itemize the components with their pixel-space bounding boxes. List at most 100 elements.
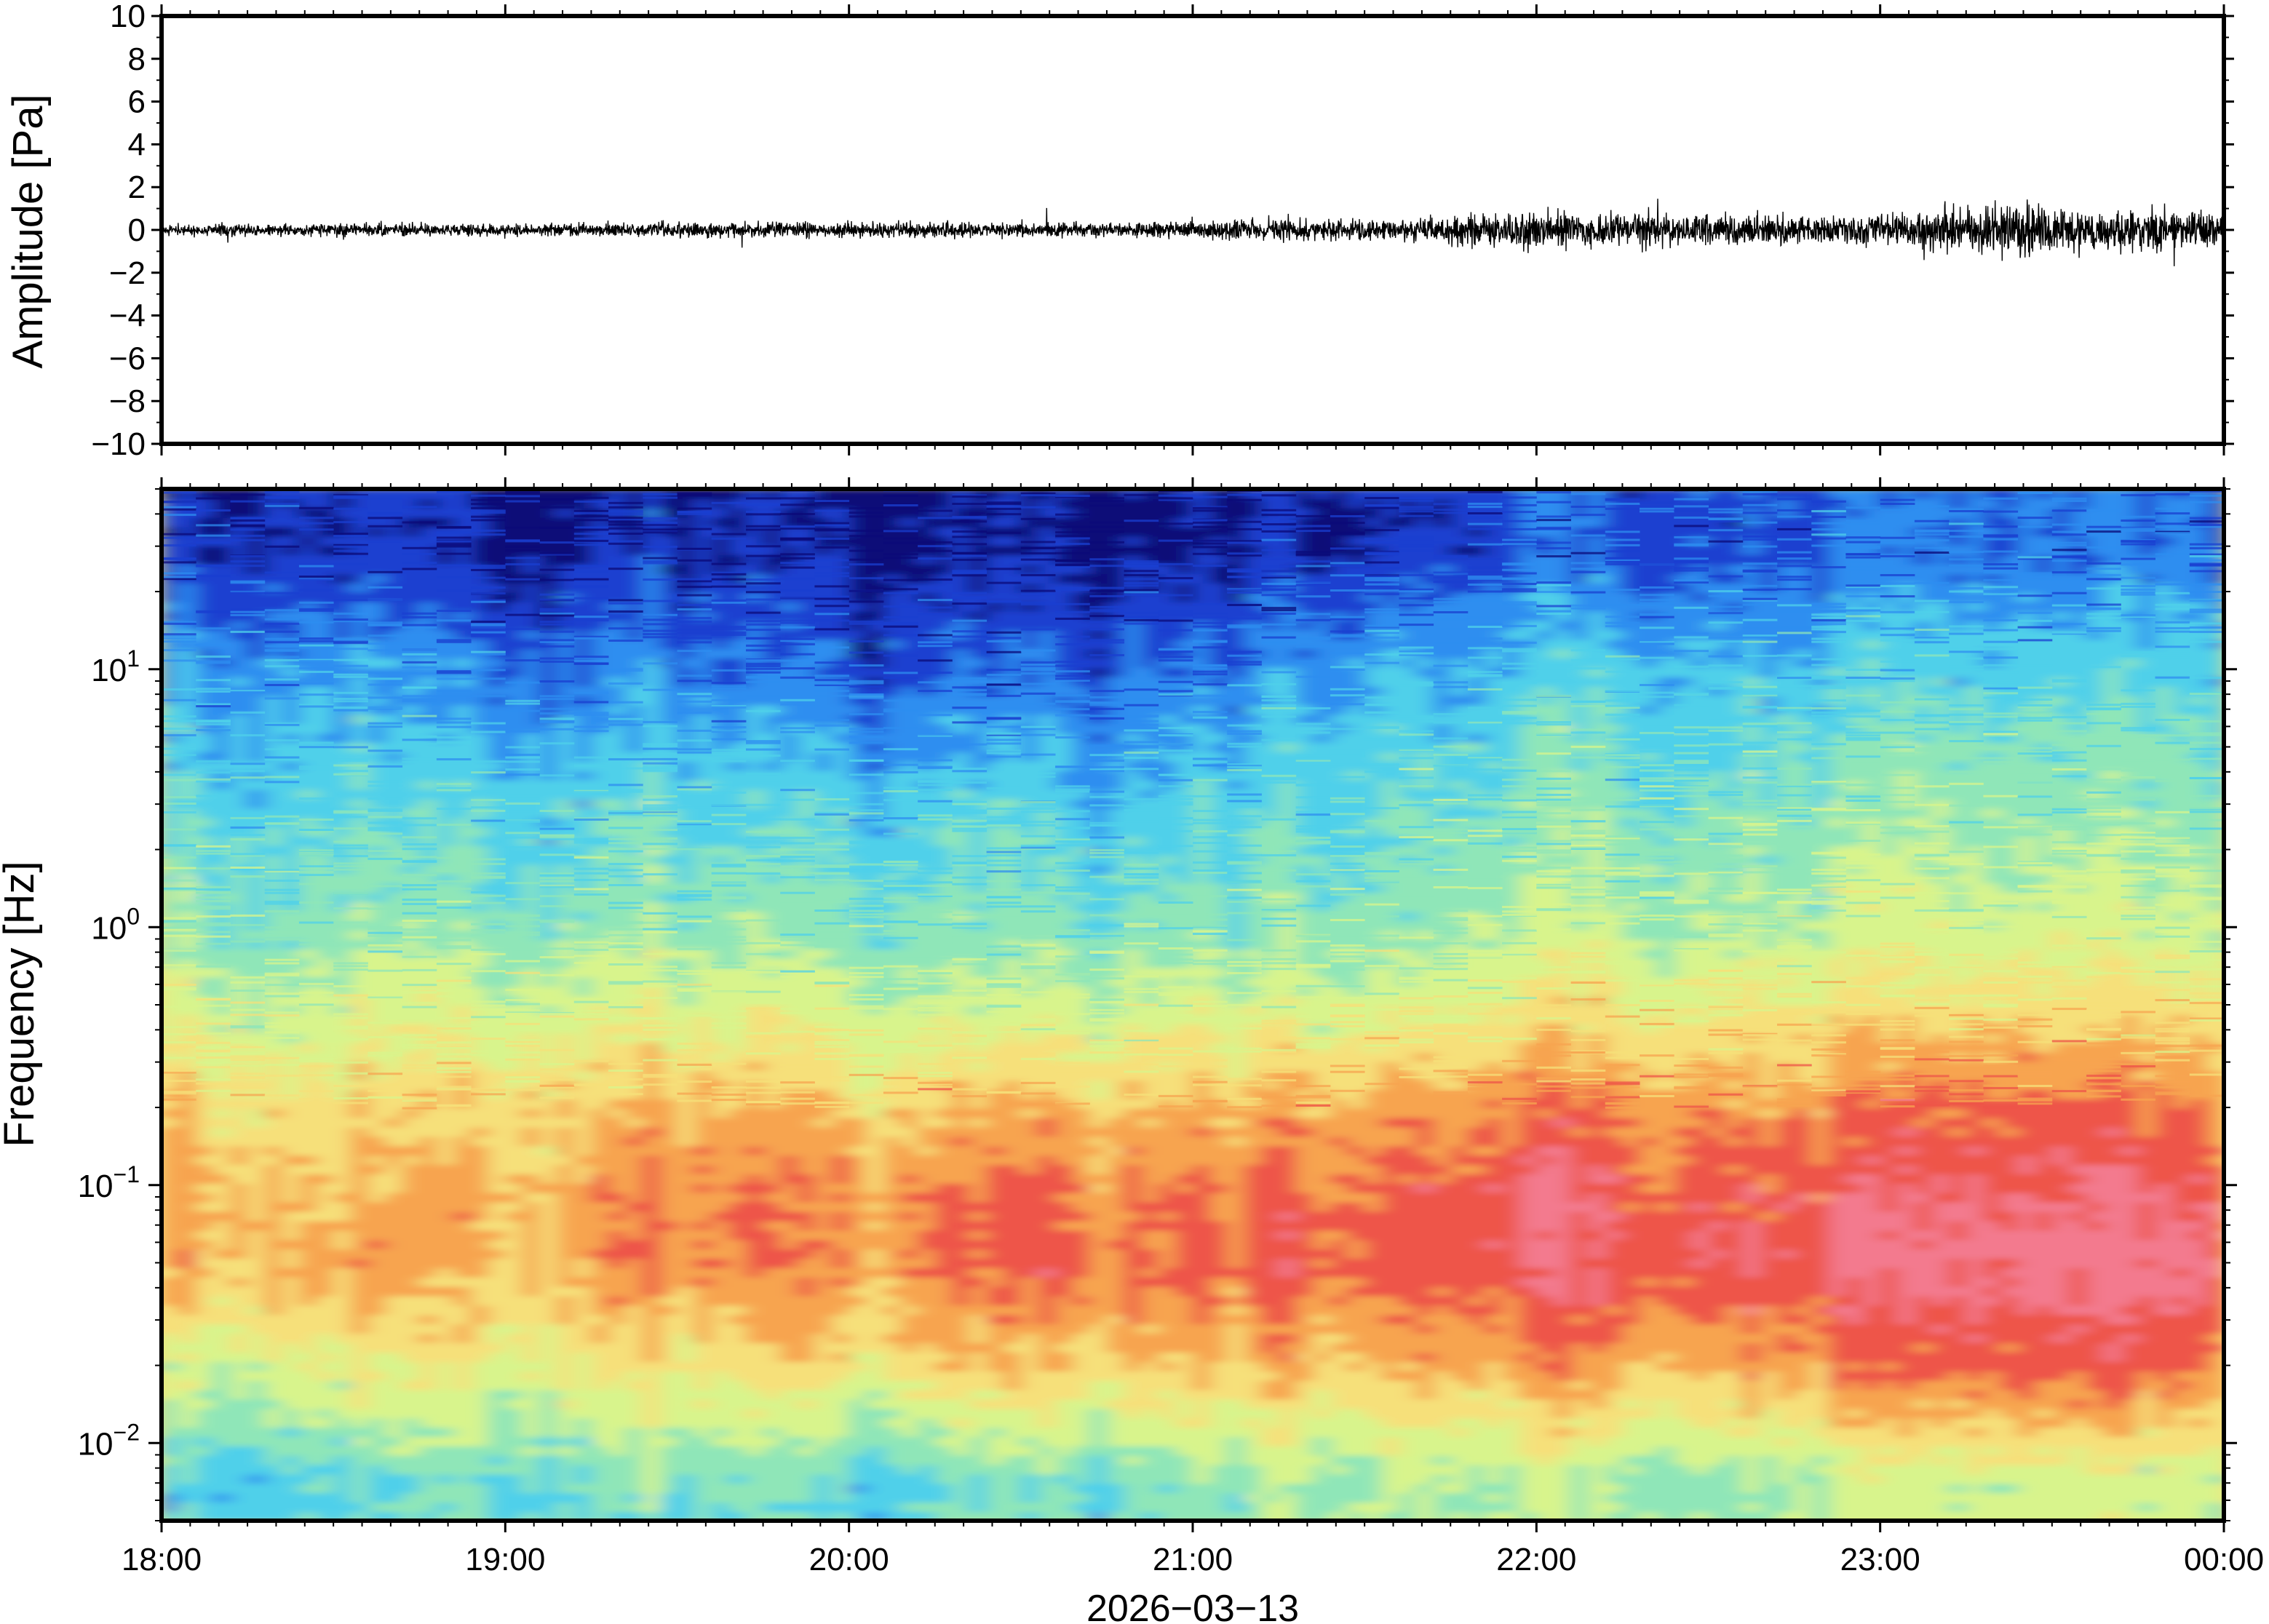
spectrogram-cell	[711, 1454, 730, 1465]
spectrogram-cell	[625, 1267, 644, 1278]
spectrogram-cell	[557, 1126, 575, 1137]
spectrogram-cell	[849, 1295, 867, 1306]
spectrogram-cell	[298, 517, 317, 528]
spectrogram-cell	[505, 1117, 523, 1128]
spectrogram-cell	[797, 1145, 816, 1156]
spectrogram-cell	[557, 1464, 575, 1475]
spectrogram-cell	[230, 507, 249, 518]
spectrogram-cell	[711, 1107, 730, 1118]
spectrogram-cell	[488, 976, 506, 987]
spectrogram-cell	[282, 1352, 300, 1362]
spectrogram-cell	[814, 1389, 833, 1400]
spectrogram-cell	[643, 1174, 661, 1184]
spectrogram-cell	[763, 770, 782, 781]
spectrogram-cell	[162, 827, 180, 837]
spectrogram-cell	[230, 676, 249, 687]
spectrogram-cell	[333, 714, 351, 725]
spectrogram-cell	[728, 1276, 747, 1287]
spectrogram-cell	[230, 798, 249, 809]
spectrogram-cell	[162, 1192, 180, 1203]
spectrogram-cell	[230, 1445, 249, 1456]
spectrogram-cell	[196, 1454, 214, 1465]
spectrogram-cell	[900, 1389, 919, 1400]
spectrogram-cell	[212, 948, 231, 959]
spectrogram-cell	[591, 1201, 609, 1212]
spectrogram-cell	[419, 1182, 437, 1193]
spectrogram-cell	[591, 770, 609, 781]
spectrogram-cell	[883, 901, 902, 912]
spectrogram-cell	[453, 554, 472, 565]
spectrogram-cell	[763, 498, 782, 509]
spectrogram-cell	[298, 554, 317, 565]
spectrogram-cell	[196, 1155, 214, 1166]
spectrogram-cell	[866, 1276, 884, 1287]
spectrogram-cell	[849, 976, 867, 987]
spectrogram-cell	[196, 536, 214, 546]
spectrogram-cell	[162, 1014, 180, 1024]
spectrogram-cell	[367, 1380, 386, 1390]
spectrogram-cell	[505, 1445, 523, 1456]
spectrogram-cell	[591, 676, 609, 687]
spectrogram-cell	[746, 1352, 764, 1362]
spectrogram-cell	[419, 1389, 437, 1400]
spectrogram-cell	[419, 723, 437, 734]
spectrogram-cell	[264, 1276, 283, 1287]
spectrogram-cell	[350, 1473, 369, 1484]
spectrogram-cell	[350, 1164, 369, 1174]
spectrogram-cell	[505, 685, 523, 696]
spectrogram-cell	[178, 892, 197, 903]
spectrogram-cell	[264, 892, 283, 903]
spectrogram-cell	[643, 779, 661, 790]
spectrogram-cell	[573, 639, 592, 650]
spectrogram-cell	[247, 1155, 266, 1166]
spectrogram-cell	[385, 864, 403, 875]
spectrogram-cell	[557, 1427, 575, 1437]
spectrogram-cell	[797, 742, 816, 752]
spectrogram-cell	[316, 723, 335, 734]
spectrogram-cell	[316, 1380, 335, 1390]
spectrogram-cell	[780, 1333, 798, 1344]
spectrogram-cell	[573, 1136, 592, 1147]
spectrogram-cell	[298, 1267, 317, 1278]
spectrogram-cell	[866, 1342, 884, 1353]
spectrogram-cell	[264, 1211, 283, 1222]
spectrogram-cell	[659, 1464, 678, 1475]
spectrogram-cell	[178, 1370, 197, 1381]
spectrogram-cell	[883, 1267, 902, 1278]
spectrogram-cell	[797, 1107, 816, 1118]
spectrogram-cell	[780, 1286, 798, 1297]
spectrogram-cell	[763, 1211, 782, 1222]
spectrogram-cell	[728, 976, 747, 987]
spectrogram-cell	[814, 1464, 833, 1475]
spectrogram-cell	[728, 1333, 747, 1344]
spectrogram-cell	[230, 1333, 249, 1344]
spectrogram-cell	[711, 1070, 730, 1081]
spectrogram-cell	[832, 1436, 850, 1446]
spectrogram-cell	[522, 1107, 541, 1118]
spectrogram-cell	[539, 1286, 558, 1297]
spectrogram-cell	[643, 1061, 661, 1072]
spectrogram-cell	[162, 601, 180, 612]
spectrogram-cell	[797, 1267, 816, 1278]
spectrogram-cell	[625, 967, 644, 978]
spectrogram-cell	[643, 967, 661, 978]
spectrogram-cell	[298, 545, 317, 556]
spectrogram-cell	[883, 1398, 902, 1409]
spectrogram-cell	[883, 1192, 902, 1203]
spectrogram-cell	[900, 1201, 919, 1212]
spectrogram-cell	[247, 1220, 266, 1231]
spectrogram-cell	[471, 986, 489, 997]
spectrogram-cell	[385, 1126, 403, 1137]
spectrogram-cell	[694, 1230, 712, 1241]
spectrogram-cell	[557, 1032, 575, 1043]
spectrogram-cell	[797, 770, 816, 781]
spectrogram-cell	[573, 1361, 592, 1372]
spectrogram-cell	[436, 1473, 455, 1484]
spectrogram-cell	[264, 995, 283, 1006]
spectrogram-cell	[694, 901, 712, 912]
spectrogram-cell	[694, 845, 712, 856]
spectrogram-cell	[522, 1305, 541, 1315]
spectrogram-cell	[643, 1276, 661, 1287]
spectrogram-cell	[832, 1464, 850, 1475]
spectrogram-cell	[385, 1445, 403, 1456]
